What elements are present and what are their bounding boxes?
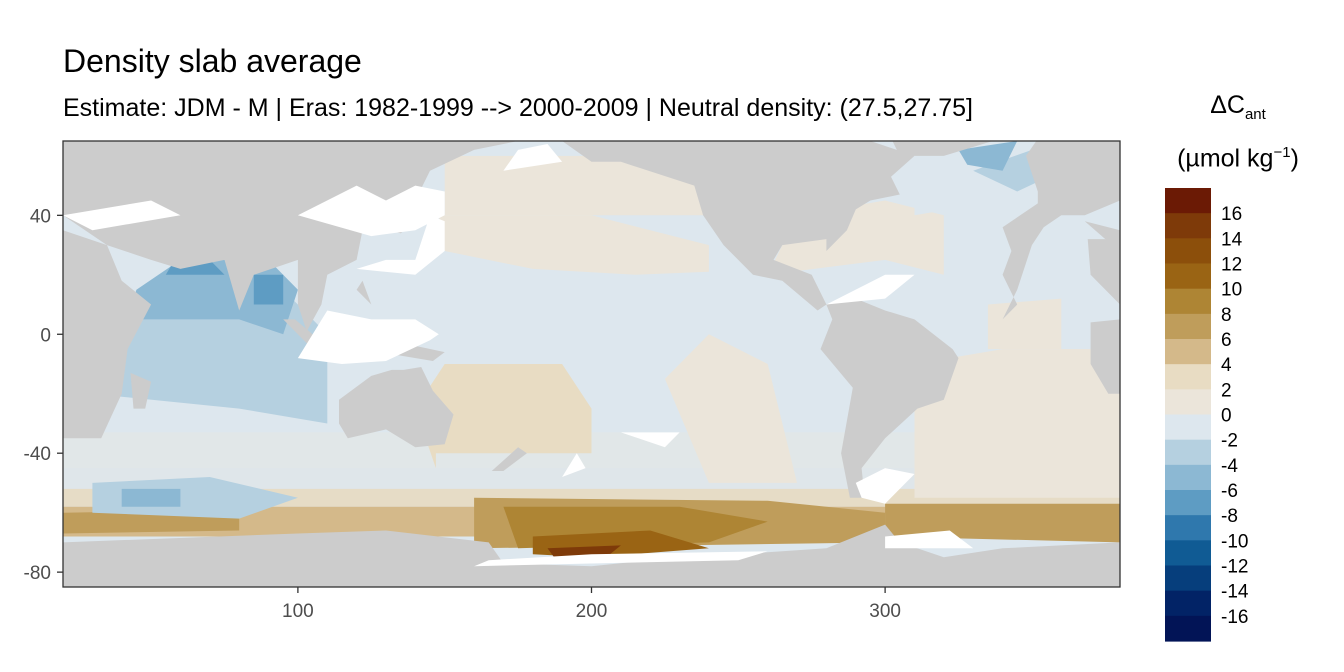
land-mass-11 [820,298,959,498]
legend-swatch [1165,213,1211,239]
legend-label: -14 [1221,582,1249,603]
land-mass-9 [491,447,527,471]
legend-swatch [1165,364,1211,390]
region-se-pacific [664,334,797,483]
no-data-patch-2 [356,215,445,275]
land-mass-15 [1087,239,1120,305]
region-south-atlantic [914,349,1120,498]
legend-swatch [1165,490,1211,516]
legend-swatch [1165,313,1211,340]
y-tick-label: 40 [30,206,51,227]
legend-label: -12 [1221,557,1248,578]
legend-label: -2 [1221,431,1238,452]
land-mass-12 [892,141,993,156]
legend-unit: (µmol kg−1) [1150,138,1326,173]
band-south-pacific [415,364,592,469]
region-south-indian [92,477,298,519]
y-tick-label: 0 [40,325,51,346]
y-tick-label: -40 [24,444,51,465]
land-mass-2 [130,372,152,409]
chart-title: Density slab average [63,43,362,79]
region-trop-atlantic [987,298,1062,350]
legend-label: 16 [1221,204,1242,225]
legend-swatch [1165,339,1211,365]
legend-swatch [1165,439,1211,466]
legend-swatch [1165,288,1211,315]
legend-swatch [1165,238,1211,265]
legend-label: 6 [1221,330,1232,351]
legend-label: 2 [1221,380,1232,401]
legend-label: 0 [1221,406,1232,427]
x-tick-label: 100 [282,601,314,622]
legend-label: 8 [1221,305,1232,326]
legend-label: -16 [1221,607,1248,628]
legend-label: 12 [1221,255,1242,276]
land-mass-1 [63,141,519,332]
land-mass-7 [356,280,372,305]
no-data-patch-3 [503,144,563,171]
legend: 16 14 12 10 8 6 4 2 0 -2 -4 -6 -8 -10 -12 -14 -16 [1165,188,1249,642]
x-tick-label: 200 [576,601,608,622]
legend-swatch [1165,414,1211,441]
legend-title-sub: ant [1244,106,1266,123]
legend-label: 10 [1221,280,1242,301]
no-data-patch-8 [474,551,768,567]
legend-swatch [1165,188,1211,214]
legend-swatch [1165,389,1211,416]
land-mass-10 [562,141,915,311]
legend-title: ΔCant [1176,90,1300,130]
land-mass-3 [339,367,454,448]
no-data-layer [63,144,974,567]
land-mass-13 [1002,141,1120,320]
no-data-patch-10 [620,432,680,448]
region-south-indian-core [121,488,181,507]
no-data-patch-1 [297,185,445,237]
no-data-patch-4 [297,310,439,364]
legend-swatch [1165,263,1211,290]
y-tick-label: -80 [24,563,51,584]
legend-swatch [1165,565,1211,592]
legend-swatch [1165,590,1211,617]
legend-label: -6 [1221,481,1238,502]
chart-subtitle: Estimate: JDM - M | Eras: 1982-1999 --> … [63,94,973,122]
land-mass-0 [63,230,152,439]
legend-label: 14 [1221,229,1243,250]
legend-unit-close: ) [1290,144,1299,173]
legend-unit-sup: −1 [1273,144,1291,161]
land-mass-16 [1090,319,1120,394]
ocean-field [63,141,1120,561]
region-bay-core [253,274,284,305]
legend-swatch [1165,515,1211,541]
region-north-pacific [438,215,709,275]
land-layer [63,141,1120,587]
no-data-patch-6 [855,468,915,504]
no-data-patch-9 [562,453,586,477]
no-data-patch-0 [63,200,181,231]
no-data-patch-5 [826,274,915,305]
no-data-patch-7 [885,530,974,549]
land-mass-18 [63,524,1120,587]
legend-label: -4 [1221,456,1238,477]
legend-label: -8 [1221,506,1238,527]
region-labrador-2 [958,141,1018,171]
x-tick-label: 300 [869,601,901,622]
legend-title-main: ΔC [1210,91,1245,119]
legend-swatch [1165,540,1211,567]
legend-swatch [1165,615,1211,642]
legend-label: -10 [1221,531,1248,552]
legend-unit-main: (µmol kg [1177,144,1274,173]
legend-swatch [1165,464,1211,491]
legend-label: 4 [1221,355,1232,376]
